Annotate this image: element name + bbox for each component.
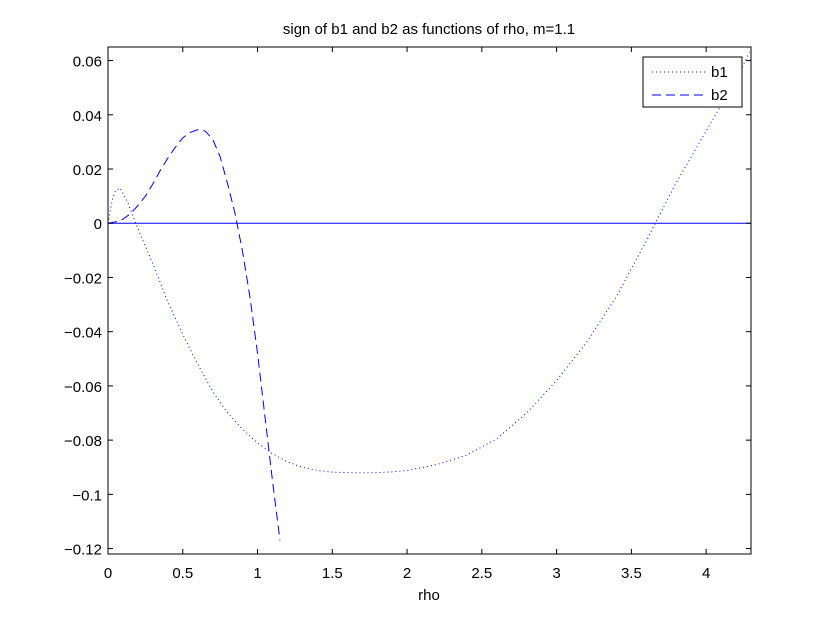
plot-area-frame <box>107 46 752 555</box>
ticks-layer: 0 0.5 1 1.5 2 2.5 3 3.5 4 0.06 0.04 0.02 0 −0.02 −0.04… <box>64 47 751 582</box>
y-tick-label: −0.12 <box>64 542 102 559</box>
series-line-b1 <box>108 52 750 474</box>
y-tick-label: −0.08 <box>64 433 102 450</box>
x-tick-label: 2 <box>403 565 411 582</box>
legend-label-b1: b1 <box>711 64 728 81</box>
legend-label-b2: b2 <box>711 87 728 104</box>
series-layer <box>108 52 751 541</box>
y-tick-label: 0.02 <box>73 162 102 179</box>
x-tick-label: 2.5 <box>471 565 492 582</box>
x-tick-label: 1.5 <box>322 565 343 582</box>
y-tick-label: 0 <box>94 216 102 233</box>
x-tick-label: 3 <box>552 565 560 582</box>
legend: b1 b2 <box>642 56 743 108</box>
x-axis-label: rho <box>418 587 440 604</box>
y-tick-label: 0.06 <box>73 54 102 71</box>
x-tick-label: 4 <box>702 565 710 582</box>
chart-title: sign of b1 and b2 as functions of rho, m… <box>283 21 575 38</box>
x-tick-label: 1 <box>253 565 261 582</box>
x-tick-label: 0.5 <box>172 565 193 582</box>
x-tick-label: 3.5 <box>621 565 642 582</box>
y-tick-label: −0.1 <box>72 487 102 504</box>
y-tick-label: −0.02 <box>64 270 102 287</box>
y-tick-label: −0.04 <box>64 325 102 342</box>
x-tick-label: 0 <box>104 565 112 582</box>
y-tick-label: −0.06 <box>64 379 102 396</box>
series-line-b2 <box>108 129 281 541</box>
legend-box <box>642 56 743 108</box>
y-tick-label: 0.04 <box>73 108 102 125</box>
